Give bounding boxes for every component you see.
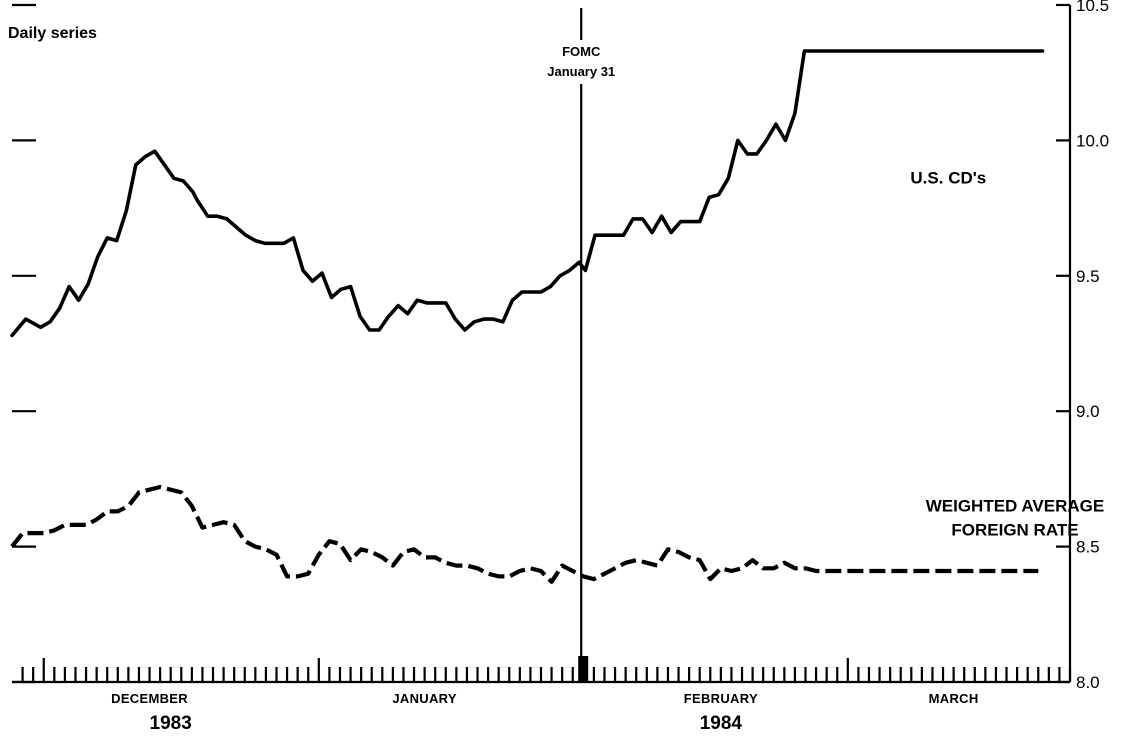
axes (12, 5, 1072, 684)
y-tick-label: 8.5 (1076, 538, 1100, 557)
series-line-us-cds (10, 49, 1045, 338)
fomc-label: FOMC (562, 44, 601, 59)
y-axis: 8.0 8.5 9.0 9.5 10.0 10.5 (12, 0, 1109, 692)
y-tick-label: 9.0 (1076, 402, 1100, 421)
y-tick-label: 10.5 (1076, 0, 1109, 15)
x-month-label: MARCH (929, 691, 979, 706)
series-labels: U.S. CD's WEIGHTED AVERAGE FOREIGN RATE (910, 169, 1104, 540)
series-label: FOREIGN RATE (951, 520, 1078, 539)
fomc-date-label: January 31 (547, 64, 615, 79)
series-label: U.S. CD's (910, 169, 986, 188)
x-year-label: 1983 (150, 713, 192, 734)
y-tick-label: 8.0 (1076, 673, 1100, 692)
series-layer (10, 49, 1045, 584)
series-line-foreign-rate (10, 484, 1039, 584)
x-month-label: JANUARY (392, 691, 456, 706)
x-month-label: FEBRUARY (684, 691, 758, 706)
x-month-label: DECEMBER (111, 691, 188, 706)
y-tick-label: 9.5 (1076, 267, 1100, 286)
y-tick-label: 10.0 (1076, 131, 1109, 150)
series-label: WEIGHTED AVERAGE (926, 496, 1105, 515)
x-axis-ticks (21, 658, 1072, 682)
x-year-label: 1984 (700, 713, 743, 734)
annotations: FOMC January 31 (547, 8, 615, 682)
chart-subtitle: Daily series (8, 25, 97, 42)
x-axis-labels: DECEMBER JANUARY FEBRUARY MARCH 1983 1984 (111, 691, 978, 734)
fomc-marker (578, 656, 589, 682)
